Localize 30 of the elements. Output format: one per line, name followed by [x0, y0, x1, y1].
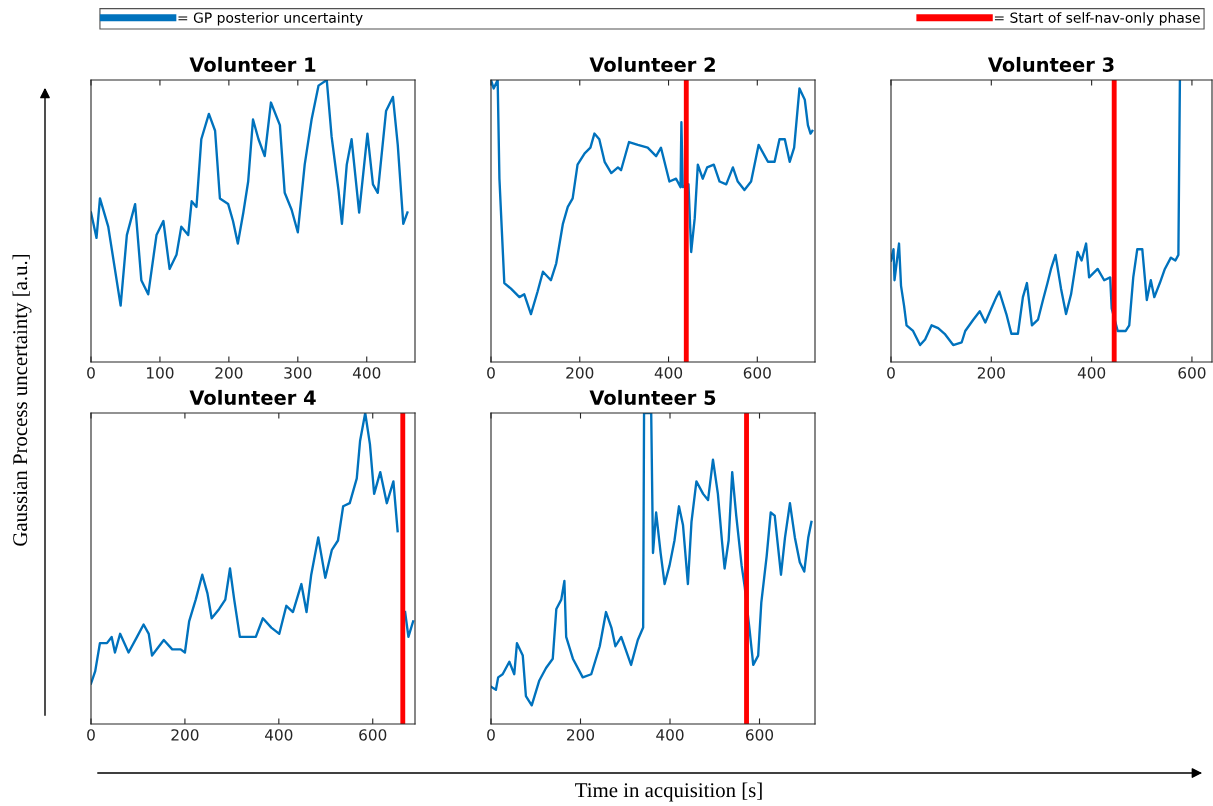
x-tick-label: 0 — [87, 367, 95, 379]
x-tick-label: 300 — [284, 367, 312, 379]
legend-label: = GP posterior uncertainty — [178, 12, 363, 26]
x-tick-label: 0 — [487, 729, 495, 741]
chart-title: Volunteer 4 — [189, 389, 316, 405]
x-tick-label: 200 — [171, 729, 199, 741]
x-tick-label: 400 — [1077, 367, 1106, 379]
chart-title: Volunteer 3 — [987, 56, 1114, 72]
legend-label: = Start of self-nav-only phase — [994, 12, 1200, 26]
x-tick-label: 400 — [352, 367, 381, 379]
x-tick-label: 200 — [215, 367, 243, 379]
x-tick-label: 600 — [1178, 367, 1206, 379]
x-tick-label: 0 — [87, 729, 95, 741]
x-tick-label: 400 — [656, 729, 684, 741]
x-tick-label: 100 — [147, 367, 174, 379]
x-axis-title: Time in acquisition [s] — [575, 782, 762, 802]
y-axis-title: Gaussian Process uncertainty [a.u.] — [12, 254, 32, 546]
chart-title: Volunteer 5 — [589, 389, 716, 405]
x-tick-label: 600 — [745, 729, 774, 741]
x-tick-label: 200 — [566, 367, 594, 379]
x-tick-label: 0 — [887, 367, 895, 379]
x-tick-label: 400 — [264, 729, 293, 741]
x-tick-label: 600 — [359, 729, 387, 741]
chart-title: Volunteer 1 — [189, 56, 316, 72]
x-tick-label: 200 — [567, 729, 595, 741]
x-tick-label: 400 — [654, 367, 683, 379]
chart-title: Volunteer 2 — [589, 56, 715, 72]
x-tick-label: 600 — [743, 367, 771, 379]
x-tick-label: 200 — [977, 367, 1005, 379]
x-tick-label: 0 — [487, 367, 495, 379]
